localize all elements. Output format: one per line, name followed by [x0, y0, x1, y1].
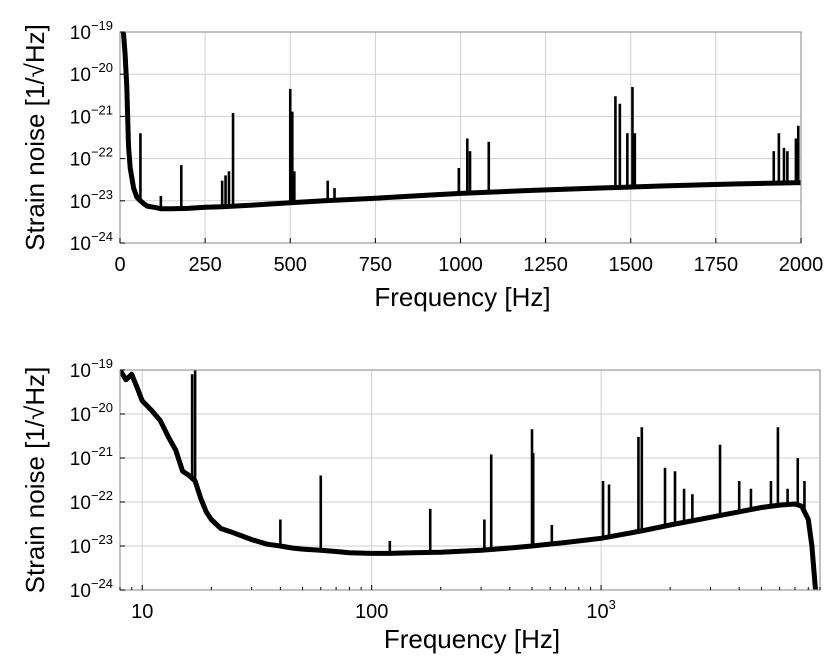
y-tick-label: 10−20	[70, 60, 113, 86]
series-line	[120, 370, 818, 590]
x-tick-label: 100	[355, 601, 388, 623]
y-tick-label: 10−22	[70, 488, 113, 514]
x-tick-label: 750	[359, 254, 392, 276]
y-axis-label: Strain noise [1/√Hz]	[20, 24, 50, 251]
x-tick-label: 500	[274, 254, 307, 276]
y-tick-label: 10−21	[70, 102, 113, 128]
y-tick-label: 10−22	[70, 145, 113, 171]
x-tick-label: 1250	[523, 254, 568, 276]
y-tick-label: 10−24	[70, 576, 113, 602]
y-tick-label: 10−21	[70, 444, 113, 470]
x-tick-label: 1500	[609, 254, 654, 276]
y-tick-label: 10−19	[70, 18, 113, 44]
y-tick-label: 10−23	[70, 532, 113, 558]
x-axis-label: Frequency [Hz]	[374, 282, 550, 312]
y-tick-label: 10−20	[70, 400, 113, 426]
x-tick-label: 1750	[694, 254, 739, 276]
y-tick-label: 10−24	[70, 229, 113, 255]
chart-panel-linear: 10−19 10−20 10−21 10−22 10−23 10−240 250 500 750…	[20, 18, 823, 312]
plot-frame	[119, 369, 821, 591]
y-axis-label: Strain noise [1/√Hz]	[20, 367, 50, 594]
x-tick-label: 250	[188, 254, 221, 276]
chart-panel-log: 10−19 10−20 10−21 10−22 10−23 10−24 10 100 103 Fr…	[20, 356, 821, 654]
x-axis-label: Frequency [Hz]	[384, 624, 560, 654]
series-line	[120, 32, 801, 212]
x-tick-label: 103	[586, 597, 615, 623]
x-tick-label: 10	[131, 601, 153, 623]
x-tick-label: 1000	[438, 254, 483, 276]
y-tick-label: 10−23	[70, 187, 113, 213]
x-tick-label: 0	[114, 254, 125, 276]
y-tick-label: 10−19	[70, 356, 113, 382]
x-tick-label: 2000	[779, 254, 824, 276]
